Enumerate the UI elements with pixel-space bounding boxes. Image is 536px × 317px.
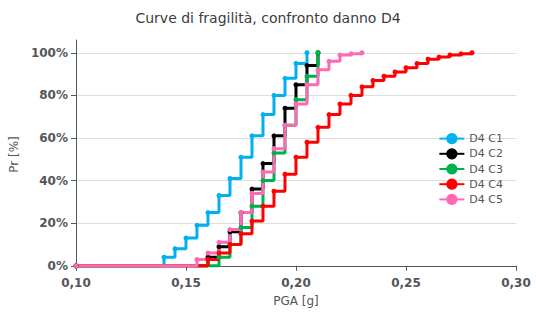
svg-text:D4 C4: D4 C4 bbox=[469, 178, 503, 191]
svg-text:40%: 40% bbox=[39, 174, 68, 188]
svg-text:D4 C3: D4 C3 bbox=[469, 163, 503, 176]
svg-text:20%: 20% bbox=[39, 216, 68, 230]
svg-text:0%: 0% bbox=[48, 259, 68, 273]
svg-text:Pr [%]: Pr [%] bbox=[7, 136, 21, 173]
svg-text:D4 C1: D4 C1 bbox=[469, 132, 503, 145]
svg-text:PGA [g]: PGA [g] bbox=[273, 294, 319, 308]
svg-text:0,20: 0,20 bbox=[281, 276, 311, 290]
svg-text:80%: 80% bbox=[39, 88, 68, 102]
svg-text:0,15: 0,15 bbox=[171, 276, 201, 290]
svg-text:100%: 100% bbox=[31, 46, 68, 60]
svg-text:Curve di fragilità, confronto: Curve di fragilità, confronto danno D4 bbox=[135, 10, 400, 26]
svg-text:0,25: 0,25 bbox=[391, 276, 421, 290]
svg-text:0,30: 0,30 bbox=[501, 276, 531, 290]
svg-text:D4 C5: D4 C5 bbox=[469, 193, 503, 206]
svg-text:0,10: 0,10 bbox=[61, 276, 91, 290]
svg-text:60%: 60% bbox=[39, 131, 68, 145]
svg-text:D4 C2: D4 C2 bbox=[469, 147, 503, 160]
